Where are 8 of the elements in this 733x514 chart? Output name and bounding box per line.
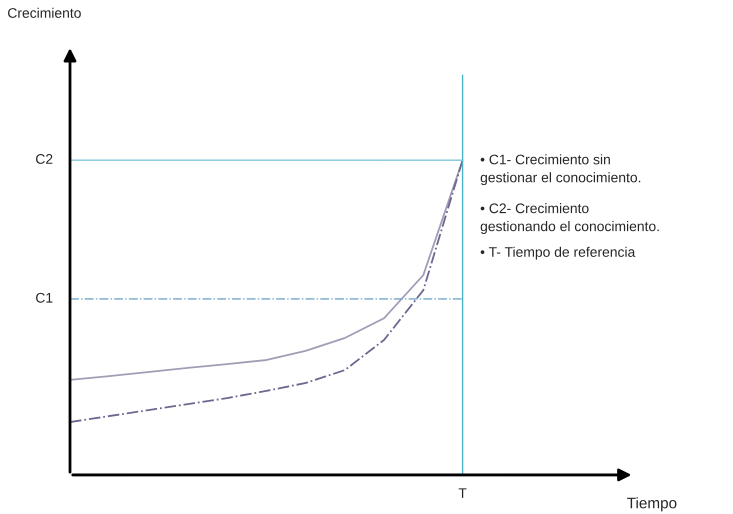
ref-line-label: C2 (36, 154, 52, 164)
text: • C2- Crecimiento gestionando el conocimiento. (480, 203, 659, 234)
text: Crecimiento (8, 8, 81, 18)
text: • T- Tiempo de referencia (480, 246, 636, 260)
text: T (458, 488, 467, 498)
ref-line-label: C1 (36, 292, 52, 303)
text: • C1- Crecimiento sin gestionar el conocimiento. (480, 154, 640, 186)
text: Tiempo (627, 497, 676, 512)
